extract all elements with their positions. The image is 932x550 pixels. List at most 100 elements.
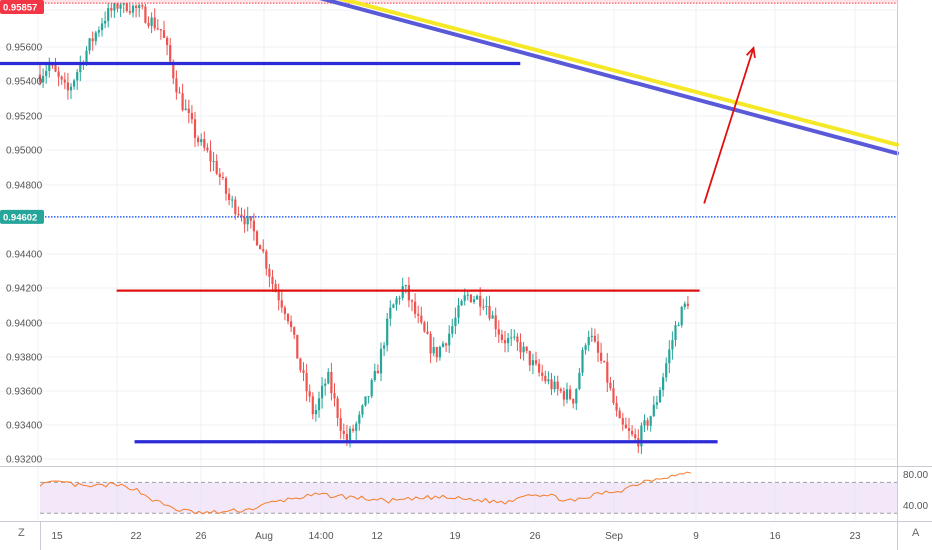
candle-body xyxy=(615,403,618,411)
price-badges: 0.95857 0.94602 xyxy=(0,0,44,224)
candle-body xyxy=(181,93,184,111)
price-axis[interactable]: 0.958000.956000.954000.952000.950000.948… xyxy=(6,6,43,466)
candle-body xyxy=(631,430,634,435)
candle-body xyxy=(398,297,401,299)
candle-body xyxy=(513,336,516,338)
candle-body xyxy=(172,61,175,79)
candle-body xyxy=(671,340,674,350)
candle-body xyxy=(54,65,57,72)
candle-body xyxy=(392,304,395,308)
y-tick-label: 0.95000 xyxy=(6,146,43,157)
candle-body xyxy=(212,160,215,162)
candle-body xyxy=(69,86,73,91)
candle-body xyxy=(190,113,193,120)
candle-body xyxy=(482,306,485,308)
candle-body xyxy=(147,22,150,26)
candle-body xyxy=(417,313,420,316)
candle-body xyxy=(97,30,100,33)
candle-body xyxy=(603,360,606,362)
candle-body xyxy=(621,418,624,425)
candle-body xyxy=(460,300,463,306)
candle-body xyxy=(562,391,565,400)
candle-body xyxy=(280,300,283,308)
candle-body xyxy=(606,361,609,383)
price-badge-0 xyxy=(0,0,44,14)
candle-body xyxy=(476,295,479,300)
candle-body xyxy=(596,341,600,353)
candle-body xyxy=(73,80,76,87)
candle-body xyxy=(228,193,231,200)
candle-body xyxy=(131,5,135,13)
auto-scale-button[interactable]: A xyxy=(912,527,920,539)
timezone-button[interactable]: Z xyxy=(18,527,25,539)
candle-body xyxy=(48,64,51,72)
candle-body xyxy=(246,216,249,225)
candle-body xyxy=(432,347,435,354)
candle-body xyxy=(494,315,497,330)
candle-body xyxy=(668,349,671,364)
y-tick-label: 0.93200 xyxy=(6,455,43,466)
candle-body xyxy=(252,220,255,232)
candle-body xyxy=(317,398,321,411)
candle-body xyxy=(485,305,488,307)
candle-body xyxy=(426,331,429,334)
candle-body xyxy=(345,433,348,441)
candle-body xyxy=(113,0,116,11)
candle-body xyxy=(110,8,113,11)
arrow-shaft[interactable] xyxy=(703,47,755,204)
candle-body xyxy=(364,396,367,406)
rsi-band xyxy=(40,482,897,514)
candle-body xyxy=(572,399,575,404)
candle-body xyxy=(60,76,63,80)
y-tick-label: 0.95400 xyxy=(6,77,43,88)
candle-body xyxy=(141,5,144,7)
candle-body xyxy=(525,346,528,351)
rsi-tick-label: 40.00 xyxy=(903,501,928,512)
y-tick-label: 0.95600 xyxy=(6,43,43,54)
candle-body xyxy=(423,322,426,332)
candle-body xyxy=(283,307,286,314)
candle-body xyxy=(187,108,190,114)
arrow-head xyxy=(745,46,756,59)
candle-body xyxy=(578,372,581,390)
candle-body xyxy=(410,300,414,302)
candle-body xyxy=(57,71,60,77)
candle-body xyxy=(575,389,578,404)
trendline-0[interactable] xyxy=(305,0,899,147)
candle-body xyxy=(448,333,451,346)
rsi-indicator xyxy=(39,471,897,515)
time-axis[interactable]: 15 22 26 Aug 14:00 12 19 26 Sep 9 16 23 xyxy=(51,531,861,542)
candle-body xyxy=(153,17,156,29)
candle-body xyxy=(516,336,519,343)
candle-body xyxy=(348,428,352,441)
candle-body xyxy=(299,358,302,371)
x-tick-label: 23 xyxy=(849,531,861,542)
candle-body xyxy=(336,398,339,418)
candle-body xyxy=(593,335,596,342)
candle-body xyxy=(674,325,677,341)
candle-body xyxy=(584,345,587,351)
candle-body xyxy=(271,276,274,285)
candle-body xyxy=(531,360,534,366)
candle-body xyxy=(358,414,361,424)
candle-body xyxy=(209,150,212,162)
trendline-1[interactable] xyxy=(287,0,899,156)
x-tick-label: 22 xyxy=(130,531,142,542)
candle-body xyxy=(503,340,507,344)
candle-body xyxy=(556,381,559,390)
level-band xyxy=(0,0,897,4)
candle-body xyxy=(156,28,159,30)
candle-body xyxy=(559,389,562,392)
candle-body xyxy=(79,63,82,73)
candle-body xyxy=(497,329,500,335)
candle-body xyxy=(677,325,680,327)
candle-body xyxy=(376,370,379,374)
x-tick-label: 12 xyxy=(371,531,383,542)
candle-body xyxy=(274,284,277,292)
candle-body xyxy=(528,350,531,366)
candle-body xyxy=(627,428,631,431)
candle-body xyxy=(355,423,358,431)
candle-body xyxy=(466,294,469,296)
candle-body xyxy=(600,352,603,361)
